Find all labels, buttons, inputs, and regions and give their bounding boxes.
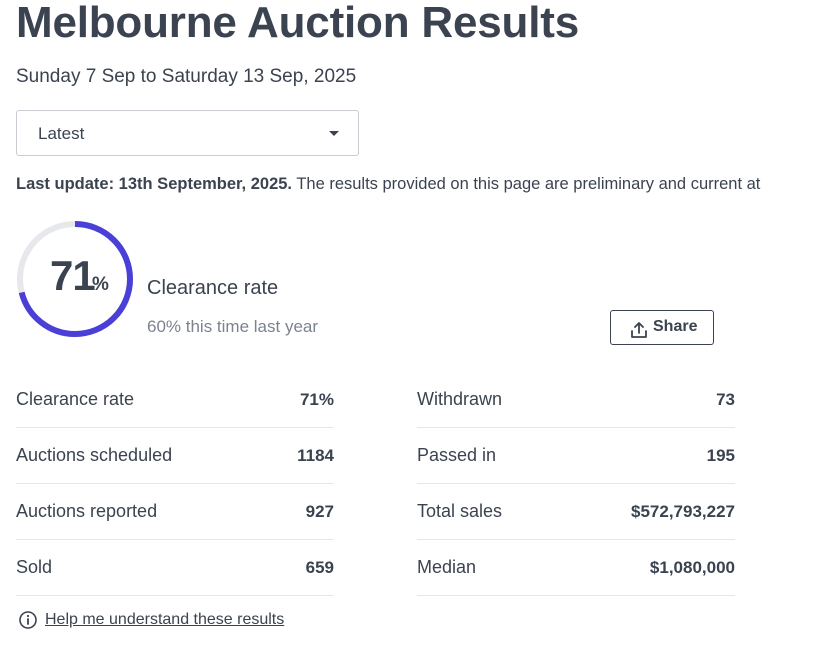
period-select-value: Latest [38, 124, 85, 143]
period-select[interactable]: Latest [16, 110, 359, 156]
stats-left-column: Clearance rate 71% Auctions scheduled 11… [16, 372, 334, 596]
clearance-rate-gauge: 71 % [14, 218, 136, 340]
last-year-comparison: 60% this time last year [147, 317, 319, 336]
stats-right-column: Withdrawn 73 Passed in 195 Total sales $… [417, 372, 735, 596]
stat-label: Median [417, 557, 477, 577]
stat-row-passed-in: Passed in 195 [417, 428, 735, 484]
share-label: Share [653, 318, 698, 335]
last-update-label: Last update: 13th September, 2025. [16, 175, 293, 193]
stat-label: Total sales [417, 501, 503, 521]
stat-value: 71% [299, 390, 334, 409]
help-understand-results-link[interactable]: Help me understand these results [45, 611, 285, 628]
stat-value: 195 [706, 446, 735, 465]
stat-value: $1,080,000 [649, 558, 735, 577]
gauge-percent-sign: % [92, 274, 109, 295]
stat-label: Sold [16, 557, 53, 577]
caret-down-icon [329, 131, 339, 136]
clearance-rate-label: Clearance rate [147, 277, 279, 299]
stat-row-sold: Sold 659 [16, 540, 334, 596]
stat-value: 659 [305, 558, 334, 577]
stat-label: Auctions scheduled [16, 445, 173, 465]
stat-value: $572,793,227 [631, 502, 735, 521]
share-button[interactable]: Share [610, 310, 714, 345]
stat-row-withdrawn: Withdrawn 73 [417, 372, 735, 428]
stat-row-median: Median $1,080,000 [417, 540, 735, 596]
stat-label: Passed in [417, 445, 497, 465]
share-upload-icon [631, 322, 647, 338]
stat-value: 927 [305, 502, 334, 521]
stat-row-auctions-scheduled: Auctions scheduled 1184 [16, 428, 334, 484]
stat-value: 1184 [297, 446, 334, 465]
stat-label: Withdrawn [417, 389, 503, 409]
last-update-note: Last update: 13th September, 2025. The r… [16, 175, 760, 194]
gauge-progress-arc [17, 221, 133, 337]
page-title: Melbourne Auction Results [16, 0, 579, 47]
info-icon [19, 611, 37, 629]
stat-row-total-sales: Total sales $572,793,227 [417, 484, 735, 540]
date-range: Sunday 7 Sep to Saturday 13 Sep, 2025 [16, 66, 357, 87]
gauge-rate-value: 71 [50, 252, 96, 299]
stat-label: Clearance rate [16, 389, 135, 409]
stat-row-clearance-rate: Clearance rate 71% [16, 372, 334, 428]
gauge-ring [17, 221, 133, 337]
stat-row-auctions-reported: Auctions reported 927 [16, 484, 334, 540]
stat-value: 73 [716, 390, 735, 409]
stat-label: Auctions reported [16, 501, 158, 521]
last-update-text: The results provided on this page are pr… [296, 175, 761, 193]
